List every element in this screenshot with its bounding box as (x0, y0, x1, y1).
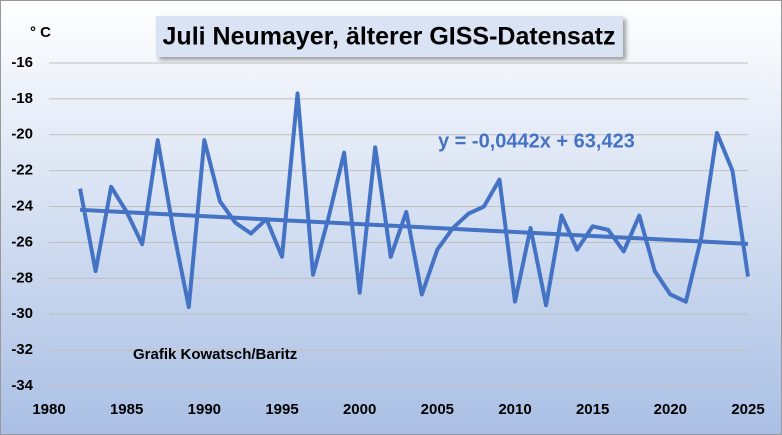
y-tick-label: -24 (11, 198, 33, 215)
data-line (78, 91, 750, 310)
x-tick-label: 2000 (343, 401, 376, 418)
y-tick-label: -26 (11, 233, 33, 250)
x-tick-label: 2010 (498, 401, 531, 418)
y-tick-label: -30 (11, 305, 33, 322)
trend-line (79, 207, 749, 246)
annotation: Grafik Kowatsch/Baritz (133, 346, 297, 363)
title-box (156, 16, 623, 57)
y-tick-label: -28 (11, 269, 33, 286)
y-tick-label: -18 (11, 90, 33, 107)
chart-title: Juli Neumayer, älterer GISS-Datensatz (163, 23, 616, 51)
y-tick-label: -20 (11, 126, 33, 143)
trend-equation: y = -0,0442x + 63,423 (438, 130, 635, 152)
x-tick-label: 1990 (188, 401, 221, 418)
x-tick-label: 2020 (654, 401, 687, 418)
y-tick-label: -32 (11, 341, 33, 358)
y-tick-label: -16 (11, 54, 33, 71)
x-tick-label: 2005 (421, 401, 454, 418)
x-tick-label: 2025 (731, 401, 764, 418)
y-tick-label: -34 (11, 377, 33, 394)
x-tick-label: 1985 (110, 401, 143, 418)
x-tick-label: 1995 (265, 401, 298, 418)
y-axis-label: ° C (30, 24, 51, 41)
y-tick-label: -22 (11, 162, 33, 179)
x-tick-label: 2015 (576, 401, 609, 418)
x-tick-label: 1980 (32, 401, 65, 418)
